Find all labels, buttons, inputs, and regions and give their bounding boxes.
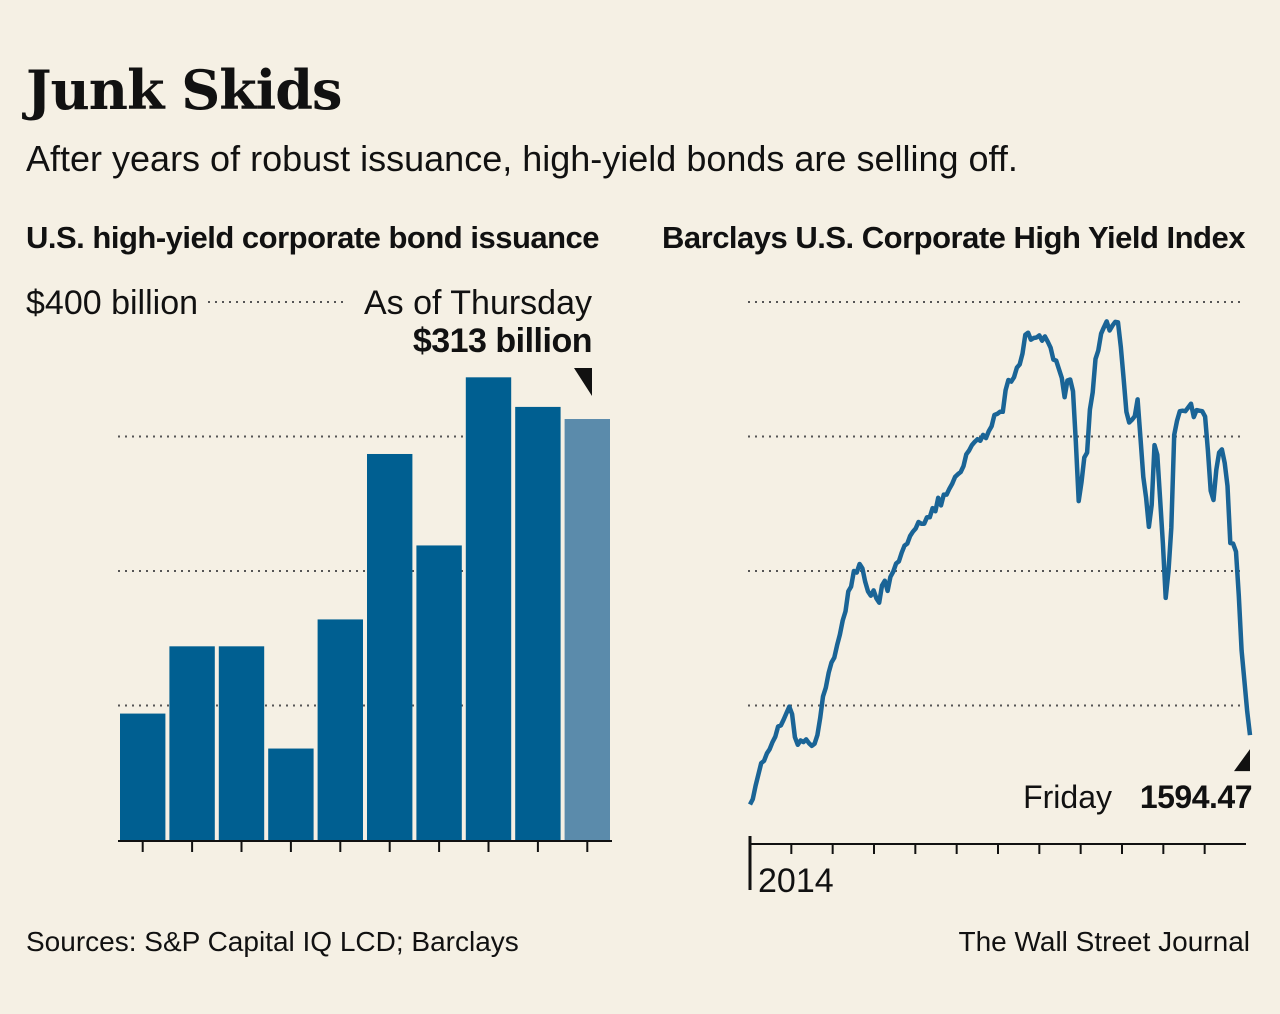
page-title: Junk Skids	[26, 58, 342, 122]
annotation-label: As of Thursday	[364, 284, 592, 322]
bar	[169, 646, 215, 840]
bar-latest	[564, 419, 610, 840]
credit-note: The Wall Street Journal	[958, 926, 1250, 957]
bar	[465, 377, 512, 840]
bar	[317, 619, 363, 840]
index-year-label: 2014	[758, 862, 834, 900]
page-subtitle: After years of robust issuance, high-yie…	[26, 138, 1018, 179]
annotation-pointer	[574, 368, 592, 396]
bar	[268, 748, 314, 840]
bar	[218, 646, 265, 840]
end-value: 1594.47	[1140, 779, 1252, 815]
index-series-line	[748, 319, 1253, 806]
index-line-chart: 2014 Friday 1594.47	[748, 301, 1253, 900]
bar	[515, 406, 561, 840]
issuance-bar-chart: $400 billion As of Thursday $313 billion	[26, 284, 612, 852]
annotation-value: $313 billion	[413, 322, 592, 360]
end-label: Friday	[1023, 779, 1112, 815]
bar	[367, 453, 413, 840]
bar	[416, 545, 462, 840]
index-chart-title: Barclays U.S. Corporate High Yield Index	[662, 220, 1245, 255]
source-note: Sources: S&P Capital IQ LCD; Barclays	[26, 926, 519, 957]
issuance-chart-title: U.S. high-yield corporate bond issuance	[26, 220, 600, 255]
end-pointer	[1234, 749, 1250, 772]
bar	[120, 713, 166, 840]
issuance-unit-label: $400 billion	[26, 284, 198, 322]
